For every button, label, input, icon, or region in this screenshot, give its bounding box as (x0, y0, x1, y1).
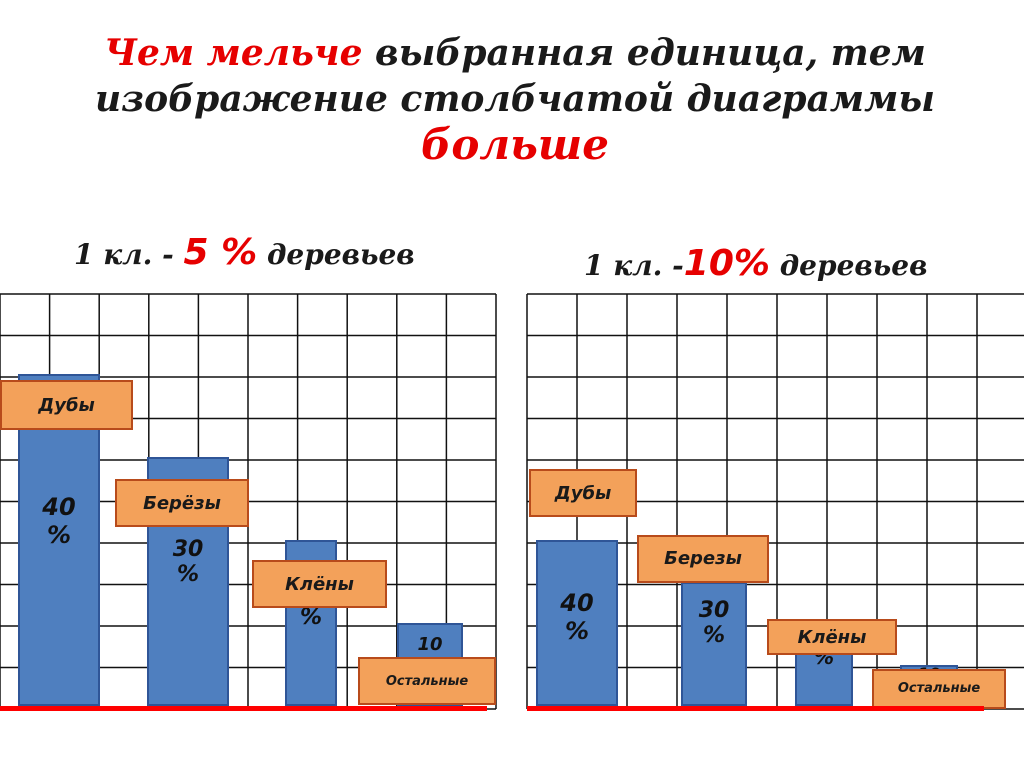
chart2-bar-1 (681, 581, 747, 706)
chart2-heading-value: 10% (683, 243, 770, 284)
chart2-category-tag-2: Клёны (767, 619, 897, 655)
chart1-heading-suffix: деревьев (257, 238, 415, 271)
chart2-bar-0 (536, 540, 618, 706)
chart1-heading-value: 5 % (183, 232, 258, 273)
page-title: Чем мельче выбранная единица, тем изобра… (60, 30, 970, 168)
chart2-baseline (527, 706, 984, 711)
chart1-heading: 1 кл. - 5 % деревьев (74, 232, 415, 273)
chart2-category-tag-3: Остальные (872, 668, 1006, 709)
chart2-category-tag-1: Березы (637, 534, 769, 583)
chart2-value-label-0: 40% (560, 589, 594, 645)
chart2-category-tag-0: Дубы (529, 469, 637, 517)
chart2-heading-prefix: 1 кл. - (584, 249, 684, 282)
chart2-heading: 1 кл. -10% деревьев (584, 243, 927, 284)
chart1-baseline (0, 706, 487, 711)
chart1-category-tag-2: Клёны (252, 560, 387, 608)
chart1-category-tag-0: Дубы (0, 380, 133, 430)
chart2-heading-suffix: деревьев (769, 249, 928, 282)
chart1-value-label-1: 30% (172, 537, 204, 588)
title-highlight: Чем мельче (104, 32, 363, 74)
title-rest: выбранная единица, тем (362, 32, 926, 74)
chart1-category-tag-1: Берёзы (115, 479, 249, 527)
chart1-value-label-0: 40% (42, 493, 76, 549)
chart2-value-label-1: 30% (698, 597, 730, 648)
title-line-3: больше (421, 120, 609, 169)
chart1-category-tag-3: Остальные (358, 657, 496, 705)
title-line-1: Чем мельче выбранная единица, тем (60, 30, 970, 76)
title-line-2: изображение столбчатой диаграммы (94, 78, 936, 120)
chart1-heading-prefix: 1 кл. - (74, 238, 184, 271)
